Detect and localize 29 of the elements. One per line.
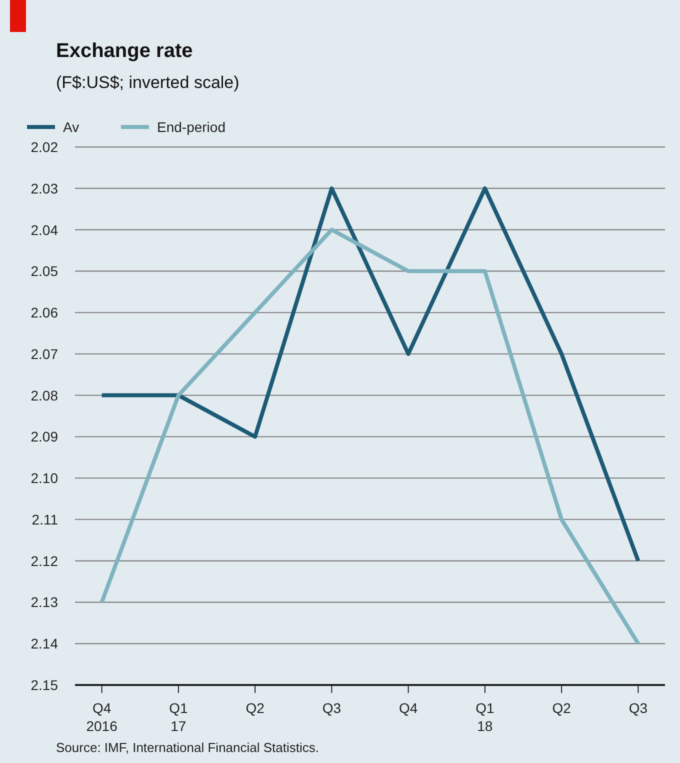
y-tick-label: 2.04 xyxy=(30,222,58,238)
y-tick-label: 2.03 xyxy=(30,180,58,196)
y-tick-label: 2.14 xyxy=(30,636,58,652)
y-tick-label: 2.12 xyxy=(30,552,58,569)
x-tick-label: Q1 18 xyxy=(476,700,494,734)
legend-label: Av xyxy=(63,119,80,135)
chart-title: Exchange rate xyxy=(56,40,193,62)
y-tick-label: 2.02 xyxy=(30,139,58,155)
y-tick-label: 2.08 xyxy=(30,387,58,404)
x-tick-label: Q2 xyxy=(552,700,572,716)
y-tick-label: 2.05 xyxy=(30,263,58,280)
chart-subtitle: (F$:US$; inverted scale) xyxy=(56,73,240,92)
x-tick-label: Q1 17 xyxy=(169,700,188,734)
x-tick-label: Q3 xyxy=(322,700,342,716)
line-series xyxy=(100,186,640,563)
y-tick-label: 2.13 xyxy=(30,594,58,610)
y-tick-label: 2.07 xyxy=(30,346,58,362)
y-tick-label: 2.06 xyxy=(30,304,58,321)
x-tick-label: Q4 xyxy=(398,700,418,716)
x-tick-label: Q2 xyxy=(246,700,265,716)
x-tick-label: Q4 2016 xyxy=(86,700,118,734)
y-tick-label: 2.10 xyxy=(30,470,58,486)
y-tick-label: 2.15 xyxy=(30,677,58,693)
y-tick-label: 2.09 xyxy=(30,428,58,445)
y-tick-label: 2.11 xyxy=(32,511,58,528)
source-note: Source: IMF, International Financial Statistics. xyxy=(56,740,320,755)
legend-label: End-period xyxy=(157,119,226,135)
line-series xyxy=(100,228,640,646)
x-tick-label: Q3 xyxy=(628,700,648,716)
